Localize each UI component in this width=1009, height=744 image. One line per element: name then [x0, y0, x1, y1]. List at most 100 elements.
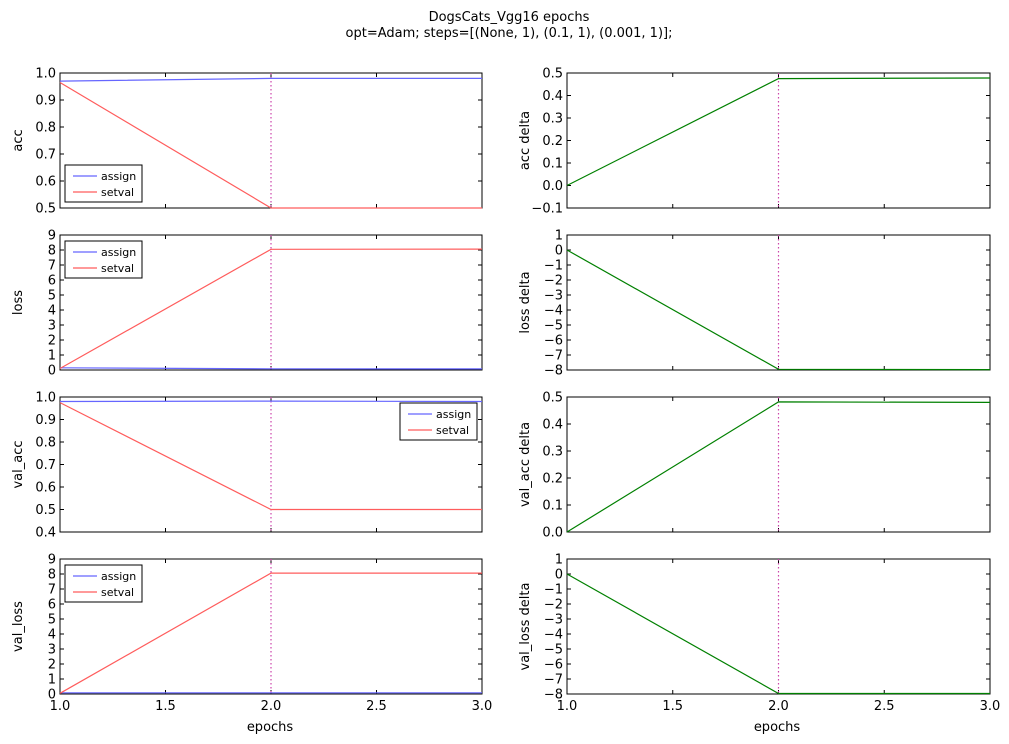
y-tick-label: 3 — [48, 643, 56, 658]
y-tick-label: 0.2 — [542, 134, 563, 149]
y-tick-label: 1.0 — [35, 67, 56, 82]
y-tick-label: −8 — [544, 688, 563, 703]
y-tick-label: −5 — [544, 319, 563, 334]
y-tick-label: 0.8 — [35, 121, 56, 136]
xlabel-left: epochs — [247, 720, 294, 735]
series-line-setval — [59, 572, 482, 694]
y-tick-label: 0.7 — [35, 458, 56, 473]
y-tick-label: 8 — [48, 568, 56, 583]
legend-label-setval: setval — [101, 262, 134, 275]
series-line-delta — [566, 77, 991, 187]
y-tick-label: 0.9 — [35, 94, 56, 109]
y-tick-label: 2 — [48, 334, 56, 349]
panel-acc_delta: −0.1 0.0 0.1 0.2 0.3 0.4 0.5 acc delta — [518, 67, 991, 217]
y-tick-label: 0.6 — [35, 481, 56, 496]
y-tick-label: 0 — [48, 688, 56, 703]
y-tick-label: −4 — [544, 628, 563, 643]
y-tick-label: 0.3 — [542, 445, 563, 460]
figure-title: DogsCats_Vgg16 epochs — [429, 10, 590, 25]
y-tick-label: 0.3 — [542, 112, 563, 127]
panel-loss_delta: −8−7−6−5−4−3−2−101 loss delta — [518, 229, 991, 379]
y-tick-label: 4 — [48, 628, 56, 643]
legend-label-setval: setval — [101, 586, 134, 599]
y-tick-label: 1 — [48, 673, 56, 688]
y-tick-label: 0 — [555, 568, 563, 583]
y-axis-label: loss delta — [518, 271, 533, 333]
y-tick-label: −7 — [544, 349, 563, 364]
y-axis-label: acc — [11, 129, 26, 151]
legend-label-assign: assign — [101, 570, 136, 583]
y-tick-label: −6 — [544, 334, 563, 349]
y-tick-label: −1 — [544, 583, 563, 598]
y-tick-label: −3 — [544, 289, 563, 304]
y-tick-label: 0.1 — [542, 499, 563, 514]
y-tick-label: −2 — [544, 274, 563, 289]
x-tick-label: 3.0 — [980, 699, 1001, 714]
x-tick-label: 1.5 — [155, 699, 176, 714]
y-tick-label: 0.5 — [35, 503, 56, 518]
x-tick-label: 2.0 — [768, 699, 789, 714]
y-axis-label: acc delta — [518, 111, 533, 170]
y-tick-label: 6 — [48, 274, 56, 289]
y-tick-label: 5 — [48, 613, 56, 628]
y-tick-label: 0.5 — [35, 202, 56, 217]
panel-val_acc: 0.4 0.5 0.6 0.7 0.8 0.9 1.0 val_acc assign setval — [11, 391, 483, 541]
panel-val_loss_delta: −8−7−6−5−4−3−2−101 1.0 1.5 2.0 2.5 3.0 val_los… — [518, 553, 1000, 715]
y-tick-label: 1.0 — [35, 391, 56, 406]
legend-label-setval: setval — [101, 186, 134, 199]
x-tick-label: 1.0 — [557, 699, 578, 714]
y-axis-label: val_acc delta — [518, 422, 533, 507]
y-tick-label: −8 — [544, 364, 563, 379]
y-tick-label: 0 — [555, 244, 563, 259]
series-line-delta — [566, 249, 991, 371]
y-tick-label: 0.5 — [542, 391, 563, 406]
y-tick-label: −2 — [544, 598, 563, 613]
y-tick-label: 0.8 — [35, 436, 56, 451]
y-tick-label: −5 — [544, 643, 563, 658]
series-line-setval — [59, 248, 483, 370]
legend-box — [64, 564, 143, 603]
y-tick-label: 0.0 — [542, 526, 563, 541]
y-tick-label: 6 — [48, 598, 56, 613]
panel-val_acc_delta: 0.0 0.1 0.2 0.3 0.4 0.5 val_acc delta — [518, 391, 991, 541]
y-tick-label: 2 — [48, 658, 56, 673]
y-tick-label: −0.1 — [531, 202, 563, 217]
y-axis-label: loss — [11, 290, 26, 315]
x-tick-label: 2.5 — [366, 699, 387, 714]
series-line-setval — [59, 81, 482, 209]
y-tick-label: 5 — [48, 289, 56, 304]
y-tick-label: 0.7 — [35, 148, 56, 163]
x-tick-label: 2.5 — [874, 699, 895, 714]
x-tick-label: 2.0 — [261, 699, 282, 714]
y-tick-label: 1 — [555, 553, 563, 568]
series-line-delta — [566, 573, 990, 695]
x-tick-label: 1.5 — [662, 699, 683, 714]
legend-label-assign: assign — [101, 246, 136, 259]
y-tick-label: 7 — [48, 259, 56, 274]
y-axis-label: val_loss — [11, 601, 26, 652]
series-line-delta — [566, 401, 991, 533]
y-tick-label: −1 — [544, 259, 563, 274]
legend-box — [64, 240, 143, 279]
y-tick-label: 9 — [48, 553, 56, 568]
legend-label-setval: setval — [436, 424, 469, 437]
y-tick-label: 0.1 — [542, 157, 563, 172]
y-tick-label: −4 — [544, 304, 563, 319]
legend-box — [64, 164, 143, 203]
x-tick-label: 1.0 — [50, 699, 71, 714]
x-tick-label: 3.0 — [472, 699, 493, 714]
y-tick-label: 0.9 — [35, 413, 56, 428]
legend-label-assign: assign — [101, 170, 136, 183]
legend: assign setval — [64, 240, 143, 279]
series-line-assign — [59, 77, 482, 82]
xlabel-right: epochs — [754, 720, 801, 735]
y-tick-label: 3 — [48, 319, 56, 334]
legend: assign setval — [64, 564, 143, 603]
y-tick-label: −7 — [544, 673, 563, 688]
legend: assign setval — [64, 164, 143, 203]
y-tick-label: 0.4 — [542, 89, 563, 104]
y-tick-label: −3 — [544, 613, 563, 628]
y-axis-label: val_acc — [11, 440, 26, 488]
